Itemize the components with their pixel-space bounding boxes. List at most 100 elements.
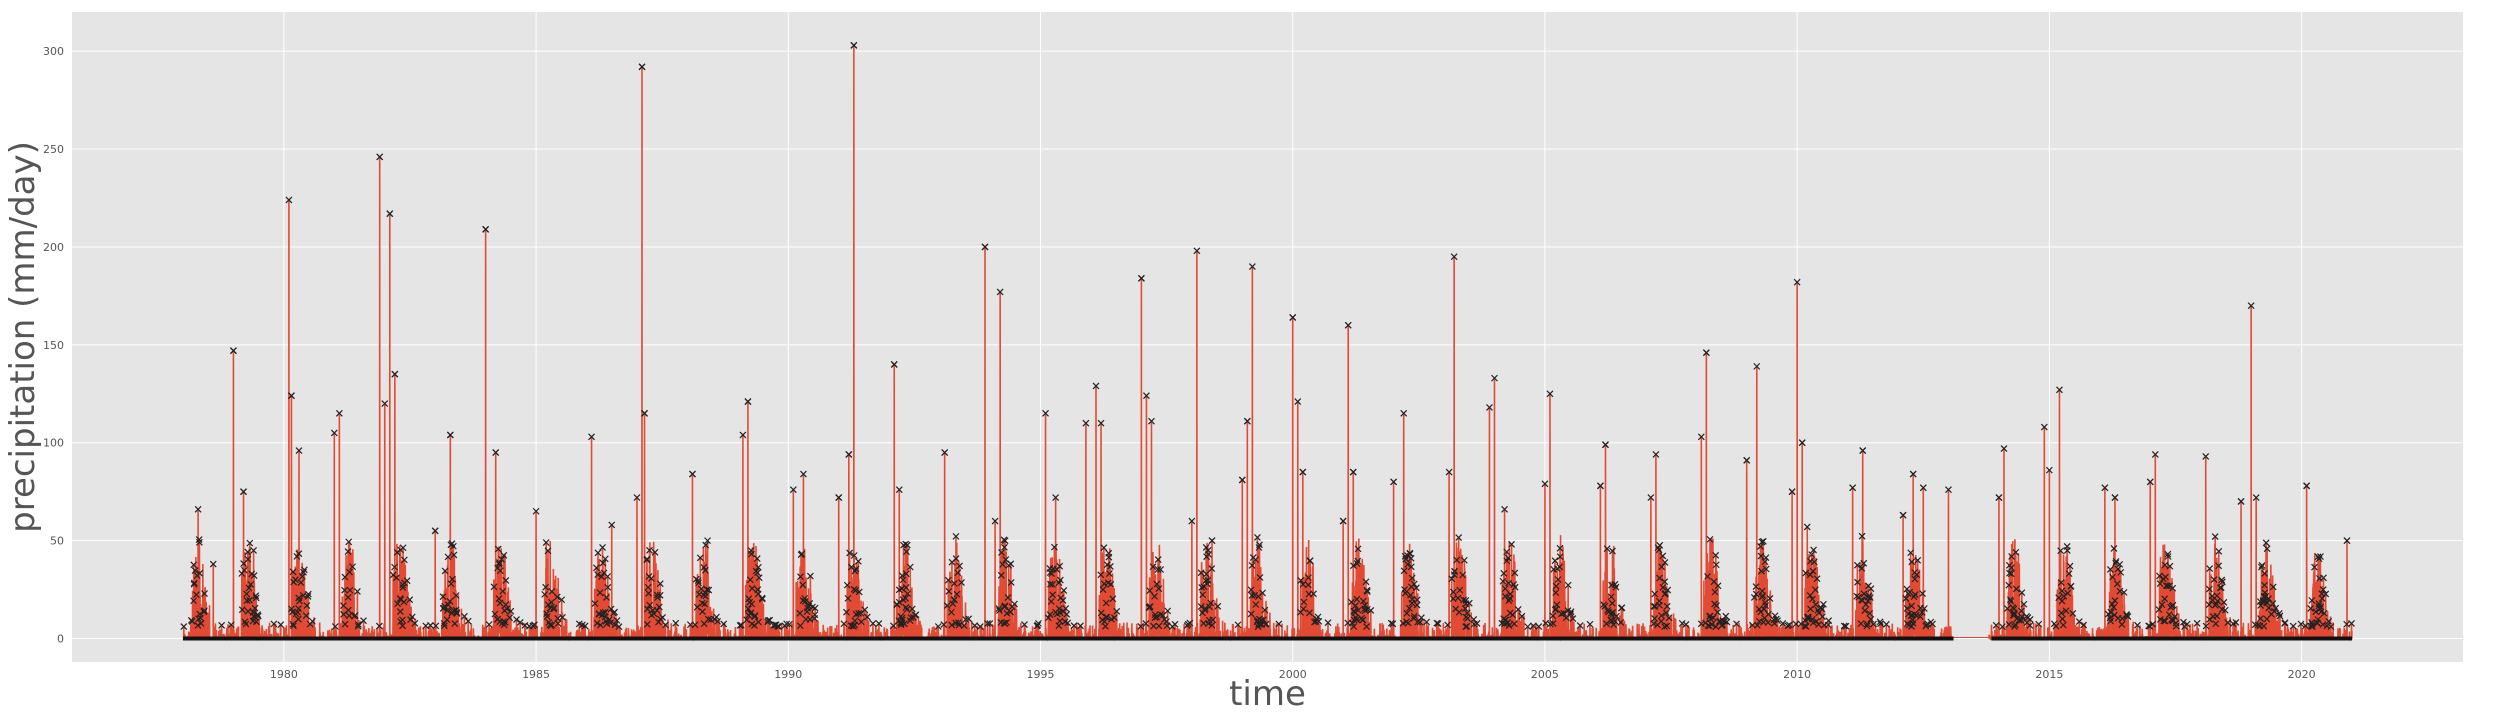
data-point-marker	[2057, 547, 2065, 555]
data-point-marker	[1651, 590, 1659, 598]
data-point-marker	[200, 607, 208, 615]
peak-marker	[229, 347, 237, 355]
data-point-marker	[399, 544, 407, 552]
data-point-marker	[396, 608, 404, 616]
data-point-marker	[1251, 591, 1258, 599]
data-point-marker	[1048, 570, 1055, 577]
data-point-marker	[1611, 617, 1619, 625]
data-point-marker	[341, 586, 348, 594]
data-point-marker	[783, 620, 791, 628]
data-point-marker	[1410, 580, 1418, 588]
data-point-marker	[2018, 607, 2025, 615]
data-point-marker	[502, 577, 510, 584]
data-point-marker	[1663, 602, 1671, 610]
data-point-marker	[999, 561, 1007, 568]
data-point-markers	[180, 41, 2355, 641]
data-point-marker	[701, 566, 709, 574]
data-point-marker	[2080, 621, 2088, 629]
peak-marker	[335, 409, 343, 417]
data-point-marker	[1105, 553, 1113, 561]
data-point-marker	[1209, 616, 1217, 624]
data-point-marker	[644, 583, 652, 591]
peak-marker	[1390, 478, 1398, 486]
peak-marker	[330, 429, 338, 437]
data-point-marker	[2113, 580, 2121, 588]
data-point-marker	[1576, 622, 1584, 630]
data-point-marker	[1569, 615, 1577, 623]
data-point-marker	[344, 593, 352, 601]
peak-marker	[835, 494, 843, 501]
data-point-marker	[1460, 596, 1468, 604]
data-point-marker	[960, 622, 968, 629]
data-point-marker	[1261, 606, 1269, 614]
data-point-marker	[1404, 619, 1412, 627]
data-point-marker	[1453, 556, 1461, 564]
data-point-marker	[1304, 581, 1312, 589]
data-point-marker	[2156, 572, 2163, 580]
data-point-marker	[2149, 620, 2157, 628]
data-point-marker	[996, 607, 1003, 614]
data-point-marker	[1866, 594, 1874, 601]
data-point-marker	[1417, 614, 1425, 622]
data-point-marker	[349, 563, 356, 571]
data-point-marker	[1553, 601, 1561, 609]
data-point-marker	[1650, 602, 1658, 610]
x-tick-label: 2020	[2288, 668, 2316, 681]
data-point-marker	[1505, 622, 1513, 629]
peak-marker	[1945, 486, 1952, 494]
data-point-marker	[1916, 613, 1924, 621]
data-point-marker	[615, 623, 623, 631]
data-point-marker	[1511, 569, 1519, 577]
data-point-marker	[599, 559, 607, 567]
data-point-marker	[1149, 563, 1157, 571]
data-point-marker	[2007, 598, 2015, 605]
data-point-marker	[1050, 543, 1058, 551]
data-point-marker	[1712, 551, 1720, 559]
data-point-marker	[2018, 589, 2026, 597]
data-point-marker	[1709, 614, 1717, 622]
data-point-marker	[1007, 579, 1015, 586]
data-point-marker	[844, 594, 852, 602]
data-point-marker	[1819, 600, 1827, 608]
data-point-marker	[1818, 605, 1826, 613]
data-point-marker	[1402, 555, 1410, 563]
data-point-marker	[2224, 619, 2232, 626]
data-point-marker	[955, 619, 962, 627]
data-point-marker	[850, 552, 858, 559]
data-point-marker	[1503, 548, 1511, 556]
data-point-marker	[952, 619, 960, 627]
y-tick-label: 0	[57, 633, 64, 646]
data-point-marker	[1354, 545, 1362, 553]
data-point-marker	[1463, 609, 1471, 617]
data-point-marker	[908, 605, 916, 613]
data-point-marker	[703, 586, 711, 594]
peak-marker	[2045, 466, 2053, 474]
data-point-marker	[1007, 608, 1014, 616]
data-point-marker	[1753, 621, 1761, 629]
data-point-marker	[1353, 595, 1361, 603]
data-point-marker	[2020, 600, 2028, 608]
data-point-marker	[194, 622, 202, 629]
data-point-marker	[1656, 574, 1664, 582]
peak-marker	[2202, 453, 2210, 460]
data-point-marker	[542, 583, 550, 591]
data-point-marker	[1304, 574, 1312, 582]
data-point-marker	[1352, 602, 1359, 610]
data-point-marker	[643, 605, 651, 613]
data-point-marker	[1011, 600, 1018, 608]
data-point-marker	[1656, 601, 1663, 609]
data-point-marker	[550, 604, 558, 612]
data-point-marker	[1842, 622, 1850, 630]
data-point-marker	[1505, 579, 1512, 587]
data-point-marker	[796, 609, 804, 617]
data-point-marker	[1784, 622, 1792, 630]
data-point-marker	[1609, 547, 1616, 555]
data-point-marker	[672, 619, 680, 627]
peak-marker	[194, 505, 202, 513]
peak-marker	[1143, 392, 1150, 400]
data-point-marker	[1034, 621, 1042, 629]
data-point-marker	[1757, 552, 1765, 560]
peak-marker	[1596, 482, 1604, 490]
data-point-marker	[1157, 566, 1165, 573]
data-point-marker	[954, 569, 962, 577]
